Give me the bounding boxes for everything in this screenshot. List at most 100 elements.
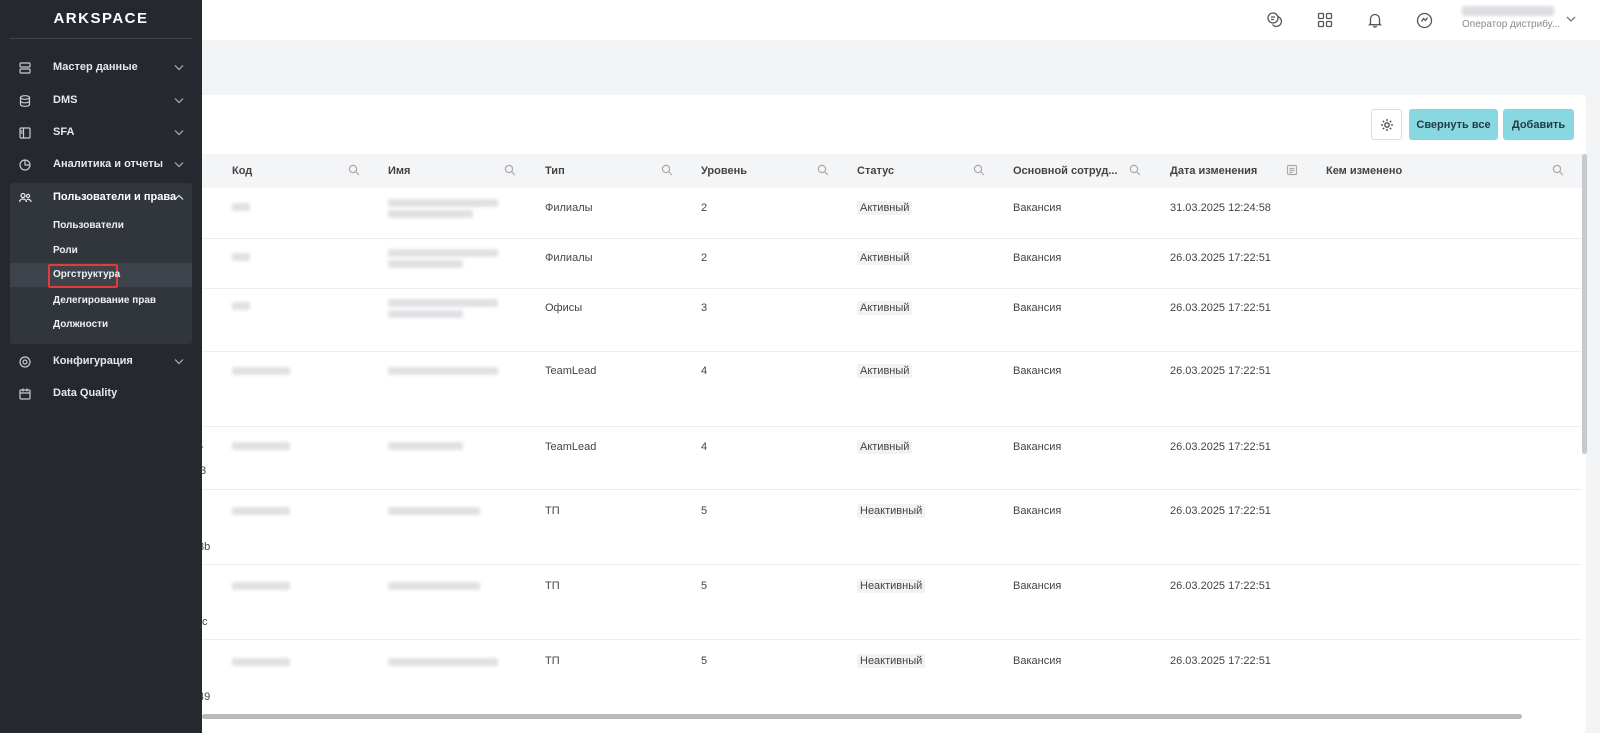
date-cell: 26.03.2025 17:22:51 bbox=[1170, 655, 1271, 667]
table-row[interactable]: TeamLead 4 Активный Вакансия 26.03.2025 … bbox=[190, 352, 1582, 427]
table-row[interactable]: Офисы 3 Активный Вакансия 26.03.2025 17:… bbox=[190, 289, 1582, 352]
column-header-level[interactable]: Уровень bbox=[701, 154, 831, 188]
type-cell: ТП bbox=[545, 580, 560, 592]
search-icon[interactable] bbox=[973, 164, 985, 176]
fragment-cell: c bbox=[202, 616, 208, 628]
horizontal-scrollbar[interactable] bbox=[202, 714, 1522, 719]
level-cell: 5 bbox=[701, 580, 708, 592]
calendar-filter-icon[interactable] bbox=[1286, 164, 1298, 176]
sidebar-item-analytics[interactable]: Аналитика и отчеты bbox=[10, 150, 192, 180]
search-icon[interactable] bbox=[504, 164, 516, 176]
type-cell: TeamLead bbox=[545, 441, 597, 453]
layout-icon bbox=[19, 127, 31, 139]
apps-grid-icon[interactable] bbox=[1313, 8, 1337, 32]
level-cell: 5 bbox=[701, 505, 708, 517]
sidebar-subitem-positions[interactable]: Должности bbox=[10, 313, 192, 337]
pie-chart-icon bbox=[19, 159, 31, 171]
table-row[interactable]: Филиалы 2 Активный Вакансия 31.03.2025 1… bbox=[190, 188, 1582, 239]
column-header-code[interactable]: Код bbox=[232, 154, 362, 188]
employee-cell: Вакансия bbox=[1013, 202, 1062, 214]
chevron-down-icon bbox=[174, 65, 184, 71]
column-header-modified-date[interactable]: Дата изменения bbox=[1170, 154, 1300, 188]
user-name bbox=[1462, 6, 1554, 16]
type-cell: Офисы bbox=[545, 302, 583, 314]
type-cell: ТП bbox=[545, 655, 560, 667]
type-cell: ТП bbox=[545, 505, 560, 517]
chevron-down-icon bbox=[174, 359, 184, 365]
column-header-employee[interactable]: Основной сотруд... bbox=[1013, 154, 1143, 188]
chevron-down-icon bbox=[174, 162, 184, 168]
name-cell bbox=[388, 658, 498, 666]
date-cell: 26.03.2025 17:22:51 bbox=[1170, 580, 1271, 592]
date-cell: 26.03.2025 17:22:51 bbox=[1170, 505, 1271, 517]
top-bar: Оператор дистрибу... bbox=[0, 0, 1600, 40]
date-cell: 26.03.2025 17:22:51 bbox=[1170, 441, 1271, 453]
vertical-scrollbar[interactable] bbox=[1582, 154, 1587, 454]
code-cell bbox=[232, 203, 250, 211]
column-header-status[interactable]: Статус bbox=[857, 154, 987, 188]
sidebar-item-sfa[interactable]: SFA bbox=[10, 118, 192, 148]
search-icon[interactable] bbox=[661, 164, 673, 176]
name-cell bbox=[388, 582, 480, 590]
code-cell bbox=[232, 658, 290, 666]
table-row[interactable]: Филиалы 2 Активный Вакансия 26.03.2025 1… bbox=[190, 239, 1582, 289]
date-cell: 26.03.2025 17:22:51 bbox=[1170, 252, 1271, 264]
column-header-modified-by[interactable]: Кем изменено bbox=[1326, 154, 1566, 188]
table-row[interactable]: - 3 TeamLead 4 Активный Вакансия 26.03.2… bbox=[190, 427, 1582, 490]
sidebar-item-dms[interactable]: DMS bbox=[10, 86, 192, 116]
level-cell: 3 bbox=[701, 302, 708, 314]
add-button[interactable]: Добавить bbox=[1503, 109, 1574, 140]
level-cell: 2 bbox=[701, 202, 708, 214]
chevron-down-icon bbox=[1566, 16, 1576, 22]
sidebar-item-data-quality[interactable]: Data Quality bbox=[10, 379, 192, 409]
search-icon[interactable] bbox=[348, 164, 360, 176]
logo: ARKSPACE bbox=[53, 10, 149, 27]
sidebar-item-master-data[interactable]: Мастер данные bbox=[10, 53, 192, 83]
selection-highlight bbox=[48, 264, 118, 288]
sidebar-subitem-roles[interactable]: Роли bbox=[10, 239, 192, 263]
user-menu[interactable]: Оператор дистрибу... bbox=[1462, 5, 1582, 35]
collapse-all-button[interactable]: Свернуть все bbox=[1409, 109, 1498, 140]
column-header-type[interactable]: Тип bbox=[545, 154, 675, 188]
user-role: Оператор дистрибу... bbox=[1462, 19, 1561, 30]
table-row[interactable]: 49 ТП 5 Неактивный Вакансия 26.03.2025 1… bbox=[190, 640, 1582, 712]
employee-cell: Вакансия bbox=[1013, 252, 1062, 264]
chevron-down-icon bbox=[174, 98, 184, 104]
gear-icon bbox=[19, 356, 31, 368]
table-row[interactable]: 8b ТП 5 Неактивный Вакансия 26.03.2025 1… bbox=[190, 490, 1582, 565]
sidebar-subitem-label: Роли bbox=[53, 245, 78, 256]
level-cell: 4 bbox=[701, 365, 708, 377]
status-badge: Активный bbox=[857, 251, 913, 265]
search-icon[interactable] bbox=[1552, 164, 1564, 176]
calendar-icon bbox=[19, 388, 31, 400]
sidebar-subitem-label: Должности bbox=[53, 319, 109, 330]
status-badge: Активный bbox=[857, 440, 913, 454]
sidebar-item-users-rights[interactable]: Пользователи и права bbox=[10, 183, 192, 213]
sidebar-subitem-users[interactable]: Пользователи bbox=[10, 214, 192, 238]
code-cell bbox=[232, 507, 290, 515]
sync-icon[interactable] bbox=[1412, 8, 1436, 32]
name-cell bbox=[388, 199, 498, 207]
sidebar-item-label: Мастер данные bbox=[53, 61, 138, 73]
settings-button[interactable] bbox=[1371, 109, 1402, 140]
sidebar-subitem-delegation[interactable]: Делегирование прав bbox=[10, 289, 192, 313]
column-header-name[interactable]: Имя bbox=[388, 154, 518, 188]
name-cell bbox=[388, 367, 498, 375]
chevron-down-icon bbox=[174, 130, 184, 136]
date-cell: 26.03.2025 17:22:51 bbox=[1170, 302, 1271, 314]
sidebar-item-label: SFA bbox=[53, 126, 75, 138]
sidebar-item-label: Конфигурация bbox=[53, 355, 133, 367]
sidebar-subitem-org-structure[interactable]: Оргструктура bbox=[10, 263, 192, 288]
status-badge: Активный bbox=[857, 364, 913, 378]
code-cell bbox=[232, 302, 250, 310]
sidebar-item-configuration[interactable]: Конфигурация bbox=[10, 347, 192, 377]
search-icon[interactable] bbox=[817, 164, 829, 176]
type-cell: Филиалы bbox=[545, 202, 593, 214]
bell-icon[interactable] bbox=[1363, 8, 1387, 32]
chat-icon[interactable] bbox=[1263, 8, 1287, 32]
status-badge: Неактивный bbox=[857, 654, 926, 668]
sidebar: ARKSPACE Мастер данные DMS SFA Аналитика… bbox=[0, 0, 202, 733]
level-cell: 4 bbox=[701, 441, 708, 453]
table-row[interactable]: c ТП 5 Неактивный Вакансия 26.03.2025 17… bbox=[190, 565, 1582, 640]
search-icon[interactable] bbox=[1129, 164, 1141, 176]
